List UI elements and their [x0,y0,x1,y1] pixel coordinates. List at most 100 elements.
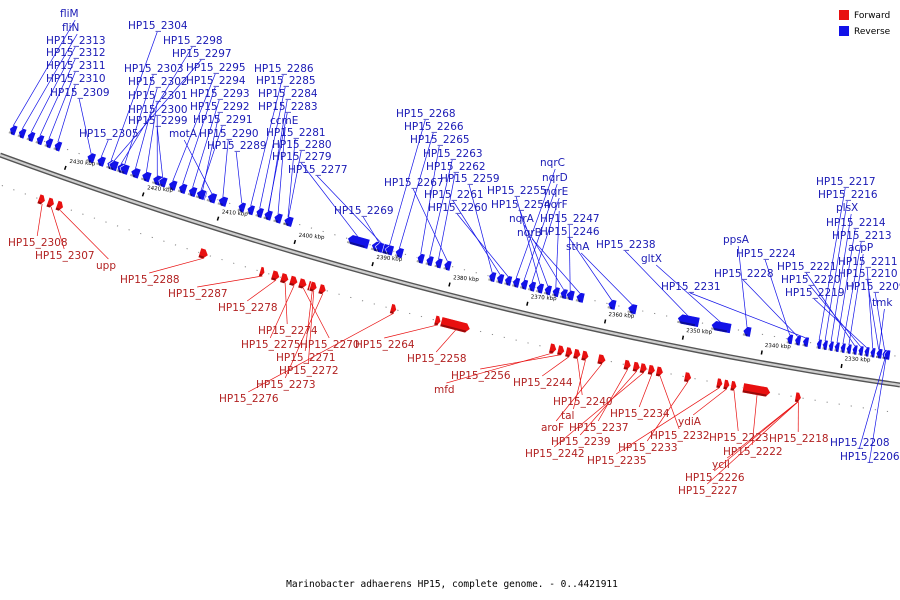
label-nqre: nqrE [544,186,568,198]
leader-hp15-2272 [307,291,315,365]
gene-body [279,272,290,284]
forward-track-dots [0,184,897,414]
tick-label: 2410 kbp [222,210,249,218]
label-hp15-2244: HP15_2244 [513,377,573,389]
map-caption: Marinobacter adhaerens HP15, complete ge… [286,579,618,590]
forward-gene-feature [197,247,209,260]
forward-gene-feature [683,371,692,383]
leader-hp15-2237 [597,368,629,422]
reverse-gene-feature [875,348,884,360]
tick-label: 2400 kbp [298,233,325,241]
leader-hp15-2232 [659,375,680,430]
leader-hp15-2268 [389,119,426,247]
gene-body [54,199,64,212]
leader-hp15-2313 [30,46,76,133]
leader-hp15-2285 [259,86,286,209]
label-acpp: acpP [848,242,873,254]
tick-label: 2340 kbp [765,343,792,350]
label-stha: sthA [566,241,590,253]
gene-shade [488,278,493,282]
gene-body [655,365,664,378]
gene-shade [384,251,390,255]
leader-hp15-2226 [713,401,799,472]
leader-hp15-2240 [577,358,583,396]
leader-hp15-2211 [866,267,874,349]
label-hp15-2262: HP15_2262 [426,161,486,173]
leader-hp15-2277 [316,175,383,245]
gene-shade [730,388,735,391]
label-hp15-2297: HP15_2297 [172,48,232,60]
tick-label: 2390 kbp [376,255,403,263]
tick-label: 2420 kbp [147,185,174,194]
label-hp15-2281: HP15_2281 [266,127,326,139]
label-flin: fliN [62,22,79,34]
reverse-gene-feature [434,257,444,270]
leader-hp15-2208 [858,350,888,450]
leader-hp15-2305 [100,139,109,158]
tick-mark [63,165,67,170]
gene-shade [116,169,121,173]
gene-shade [656,373,661,377]
forward-gene-feature [622,359,632,371]
label-hp15-2234: HP15_2234 [610,408,670,420]
leader-flin [21,33,78,130]
backbone-line [0,153,900,387]
reverse-gene-feature [677,313,701,328]
label-nqrd: nqrD [542,172,568,184]
label-hp15-2287: HP15_2287 [168,288,228,300]
gene-body [528,281,537,293]
leader-hp15-2290 [222,139,229,198]
gene-shade [309,288,314,292]
label-hp15-2301: HP15_2301 [128,90,188,102]
gene-shade [565,296,571,300]
leader-hp15-2294 [182,86,216,185]
tick-label: 2380 kbp [453,275,480,283]
reverse-gene-feature [840,342,847,354]
forward-gene-feature [715,377,724,389]
gene-shade [86,158,91,163]
gene-shade [710,327,728,333]
leader-hp15-2246 [568,237,613,301]
leader-ydia [692,388,728,416]
leader-hp15-2242 [553,372,645,448]
label-hp15-2307: HP15_2307 [35,250,95,262]
label-hp15-2226: HP15_2226 [685,472,745,484]
gene-shade [876,355,880,359]
leader-hp15-2216 [824,200,848,342]
forward-gene-feature [572,348,582,360]
tick-mark [840,363,843,369]
gene-shade [549,350,554,354]
gene-shade [551,293,556,297]
leader-nqrc [515,168,556,279]
leader-mfd [446,352,554,384]
leader-hp15-2311 [48,71,76,140]
gene-shade [318,291,323,295]
gene-shade [140,177,147,182]
reverse-gene-feature [425,255,435,267]
gene-shade [8,131,13,135]
forward-gene-feature [722,378,731,391]
gene-shade [742,333,748,337]
forward-gene-feature [308,280,318,293]
leader-hp15-2224 [764,259,791,336]
gene-shade [543,291,549,295]
label-hp15-2291: HP15_2291 [193,114,253,126]
label-hp15-2277: HP15_2277 [288,164,348,176]
label-hp15-2295: HP15_2295 [186,62,246,74]
reverse-gene-feature [527,281,537,293]
leader-hp15-2219 [813,298,867,348]
gene-shade [167,186,173,190]
label-hp15-2312: HP15_2312 [46,47,106,59]
label-hp15-2278: HP15_2278 [218,302,278,314]
gene-shade [119,170,125,174]
reverse-gene-feature [834,341,841,353]
forward-gene-feature [54,199,64,212]
gene-shade [443,267,448,270]
label-hp15-2256: HP15_2256 [451,370,511,382]
leader-hp15-2293 [192,99,220,188]
reverse-gene-feature [519,279,529,291]
gene-body [729,380,738,392]
gene-shade [677,320,696,327]
reverse-gene-feature [140,171,153,183]
leader-gltx [655,264,722,323]
